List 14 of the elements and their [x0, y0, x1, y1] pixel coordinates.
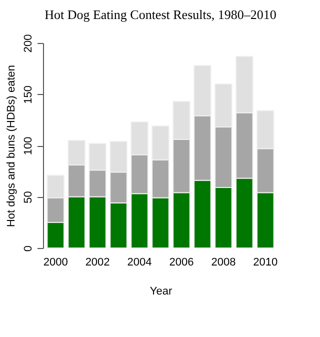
x-axis-title: Year [150, 286, 172, 298]
x-tick-label: 2004 [127, 256, 152, 268]
x-tick-label: 2002 [85, 256, 110, 268]
y-tick-label: 200 [22, 34, 34, 53]
x-tick-label: 2006 [169, 256, 194, 268]
y-tick-label: 0 [22, 245, 34, 252]
y-tick-label: 50 [22, 191, 34, 204]
y-tick-label: 150 [22, 86, 34, 104]
x-tick-label: 2008 [211, 256, 236, 268]
y-axis-title: Hot dogs and buns (HDBs) eaten [6, 64, 18, 228]
chart-title: Hot Dog Eating Contest Results, 1980–2010 [44, 6, 276, 22]
x-tick-label: 2010 [253, 256, 278, 268]
y-tick-label: 100 [22, 136, 34, 156]
x-tick-label: 2000 [43, 256, 68, 268]
